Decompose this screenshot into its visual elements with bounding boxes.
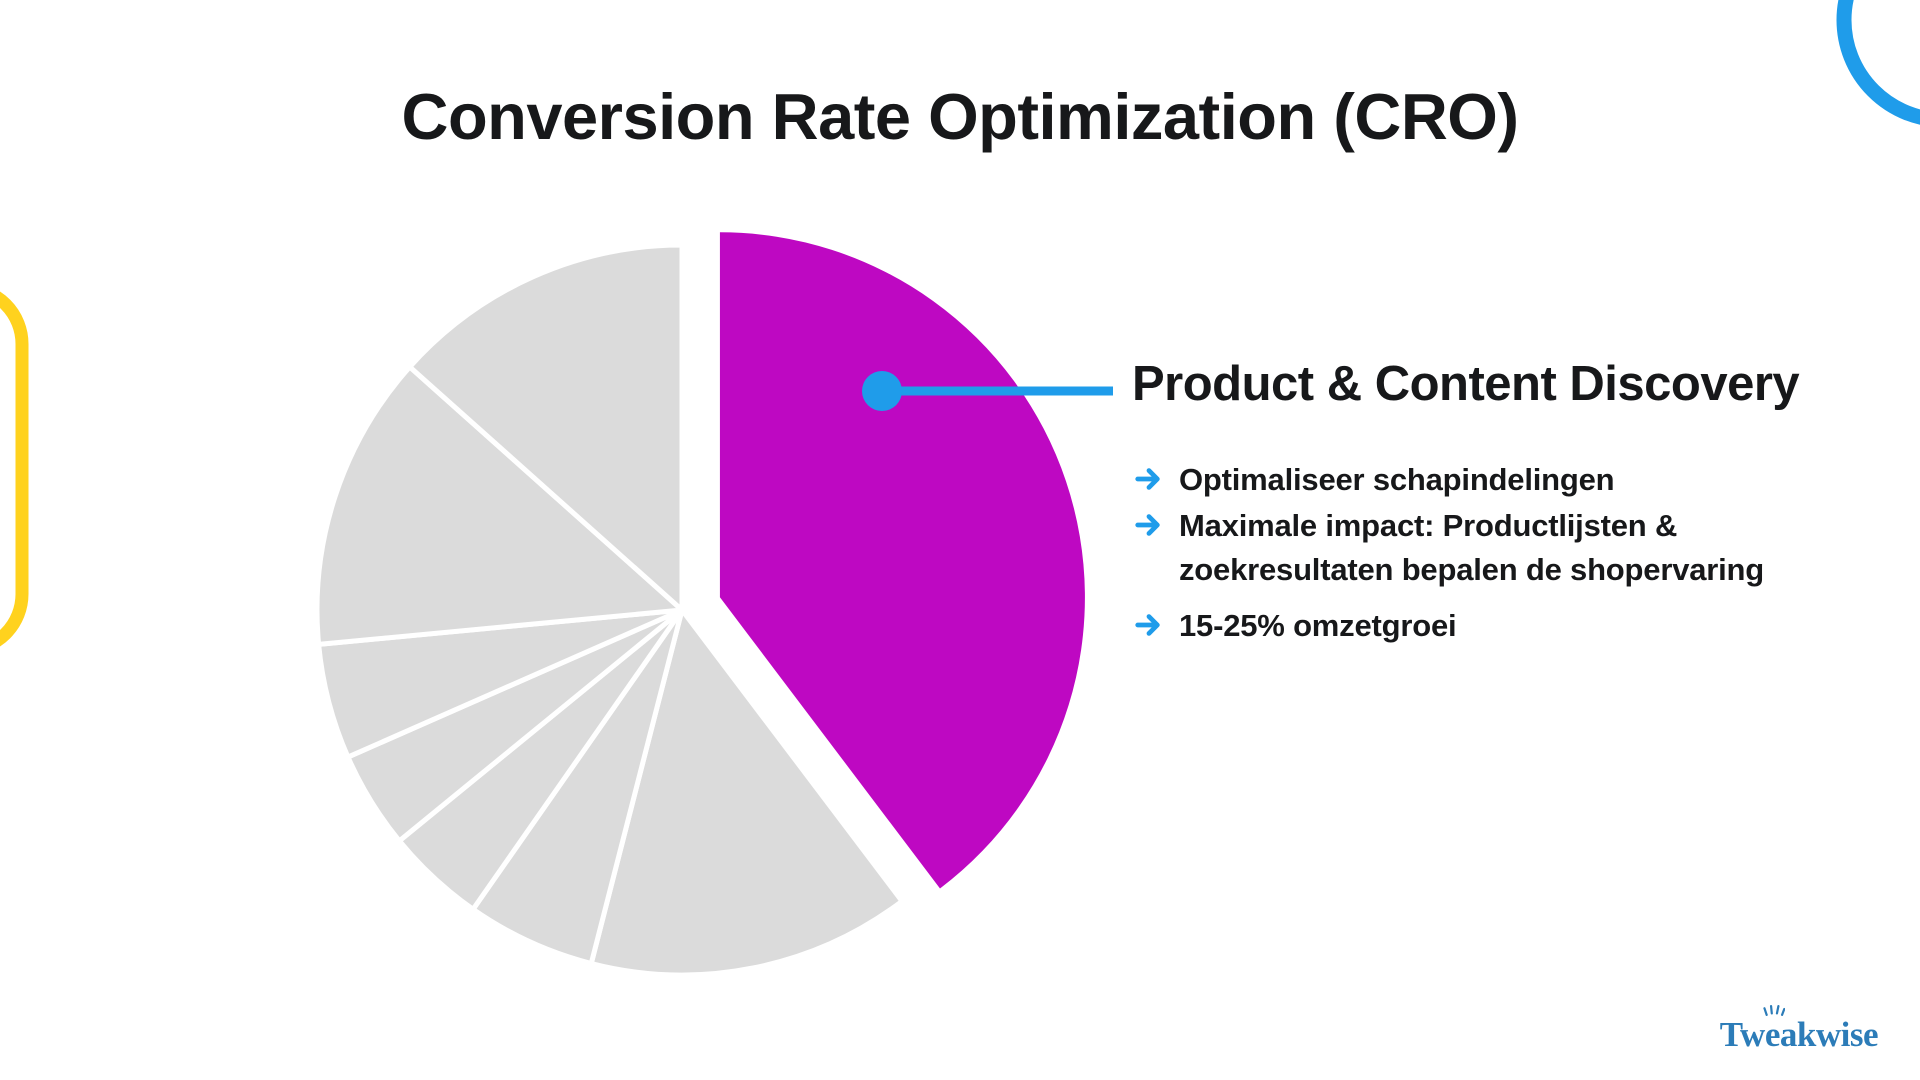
pie-slice [588,604,906,978]
yellow-rounded-rect-decoration [0,291,29,647]
pie-chart [314,232,1085,978]
bullet-item: Maximale impact: Productlijsten & zoekre… [1133,504,1823,592]
bullet-text: 15-25% omzetgroei [1179,608,1457,643]
tweakwise-logo: Tw eakwise [1719,1005,1879,1054]
slide-title: Conversion Rate Optimization (CRO) [401,80,1519,153]
logo-text: akwise [1779,1015,1879,1054]
callout-connector-dot-icon [862,371,902,411]
bullet-text: Optimaliseer schapindelingen [1179,462,1615,497]
bullet-item: Optimaliseer schapindelingen [1133,458,1823,502]
logo-text: e [1764,1015,1781,1054]
callout-heading: Product & Content Discovery [1132,357,1800,411]
blue-circle-decoration [1836,0,1920,125]
pie-slice [406,242,685,616]
pie-slice [469,608,685,967]
arrow-right-icon [1135,614,1160,636]
pie-slice-highlight [719,232,1085,889]
sunrays-icon [1763,1005,1785,1016]
pie-slice [314,363,688,648]
logo-text: Tw [1719,1015,1766,1054]
arrow-right-icon [1135,468,1160,490]
callout-bullet-list: Optimaliseer schapindelingen Maximale im… [1133,458,1823,650]
arrow-right-icon [1135,514,1160,536]
bullet-item: 15-25% omzetgroei [1133,604,1823,648]
bullet-text: Maximale impact: Productlijsten & zoekre… [1179,508,1765,587]
